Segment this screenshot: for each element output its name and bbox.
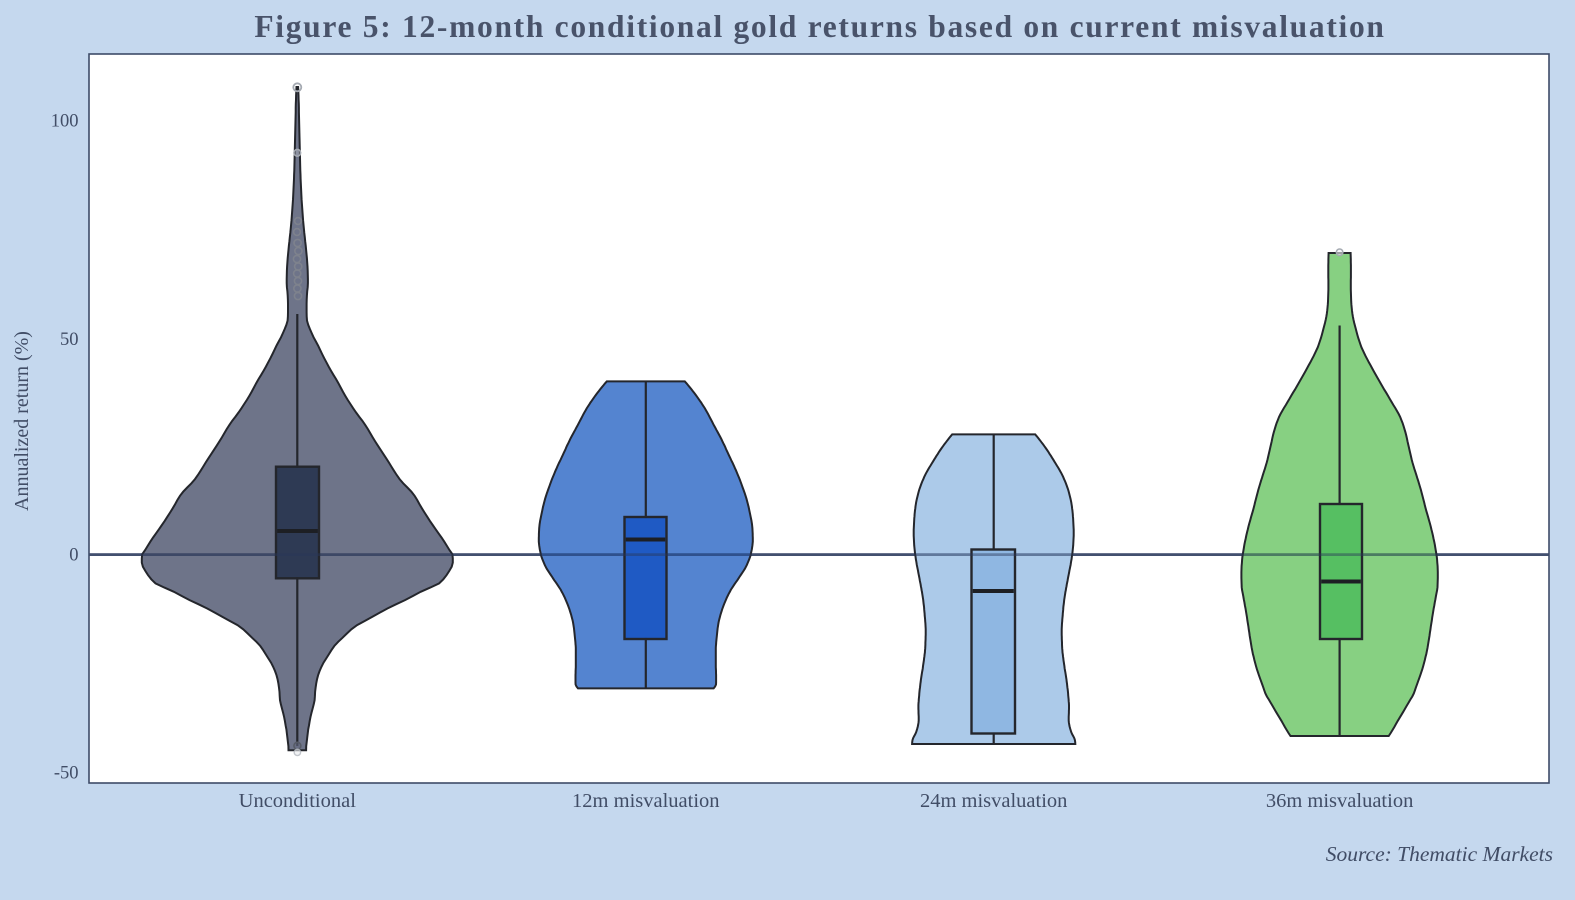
svg-text:12m misvaluation: 12m misvaluation xyxy=(572,790,719,812)
svg-text:Figure 5: 12-month conditional: Figure 5: 12-month conditional gold retu… xyxy=(254,9,1385,44)
svg-text:24m misvaluation: 24m misvaluation xyxy=(920,790,1067,812)
svg-text:100: 100 xyxy=(51,111,79,131)
svg-text:50: 50 xyxy=(60,330,79,350)
svg-text:Source: Thematic Markets: Source: Thematic Markets xyxy=(1326,842,1553,866)
svg-text:Unconditional: Unconditional xyxy=(239,790,357,812)
svg-text:0: 0 xyxy=(69,546,78,566)
svg-text:36m misvaluation: 36m misvaluation xyxy=(1266,790,1413,812)
svg-text:Annualized return (%): Annualized return (%) xyxy=(11,331,33,511)
svg-text:-50: -50 xyxy=(54,763,79,783)
